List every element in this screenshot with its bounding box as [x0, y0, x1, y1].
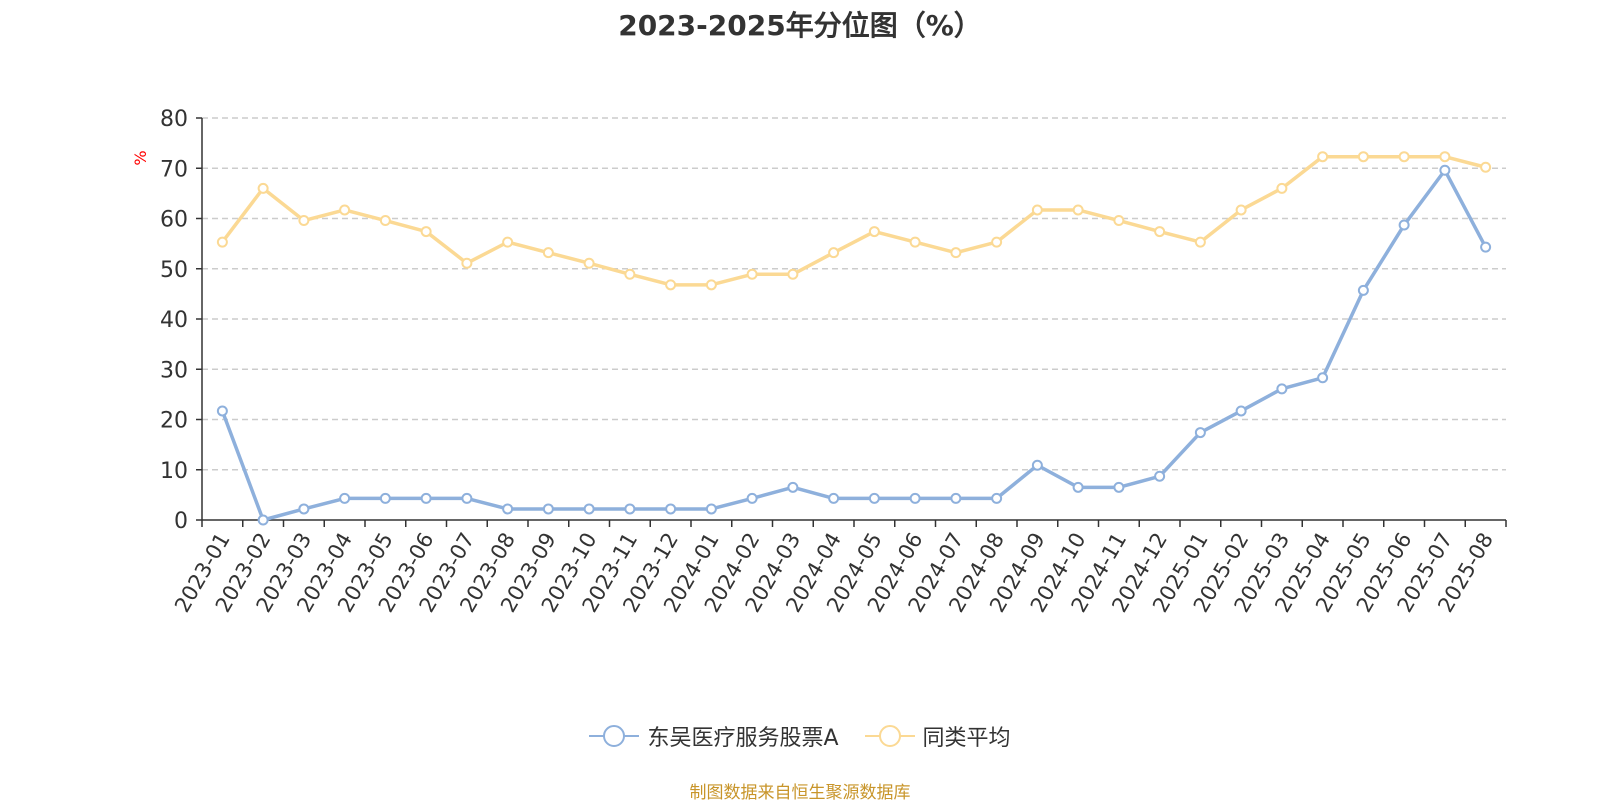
x-tick-labels: 2023-012023-022023-032023-042023-052023-… — [170, 529, 1498, 617]
data-point-a — [1072, 481, 1084, 493]
y-axis-label: % — [131, 150, 150, 165]
y-tick-label: 60 — [160, 208, 188, 233]
y-tick-label: 40 — [160, 308, 188, 333]
axes — [196, 117, 1507, 527]
data-point-a — [1398, 219, 1410, 231]
data-point-b — [542, 247, 554, 259]
data-point-b — [787, 268, 799, 280]
data-point-a — [1113, 481, 1125, 493]
data-point-b — [746, 268, 758, 280]
data-point-b — [461, 257, 473, 269]
data-point-b — [583, 257, 595, 269]
data-point-a — [379, 492, 391, 504]
y-tick-label: 50 — [160, 258, 188, 283]
data-point-a — [787, 481, 799, 493]
data-point-a — [583, 503, 595, 515]
series-points — [216, 151, 1492, 526]
legend-item-series-b[interactable]: 同类平均 — [864, 720, 1011, 752]
y-tick-label: 80 — [160, 107, 188, 132]
legend-line-circle-icon — [589, 725, 640, 747]
data-point-b — [1194, 236, 1206, 248]
data-point-b — [216, 236, 228, 248]
data-point-b — [1113, 215, 1125, 227]
data-point-b — [1235, 204, 1247, 216]
data-point-a — [746, 492, 758, 504]
data-point-b — [950, 247, 962, 259]
data-point-b — [1439, 151, 1451, 163]
data-point-b — [339, 204, 351, 216]
data-point-a — [1194, 427, 1206, 439]
data-point-b — [257, 182, 269, 194]
data-point-a — [502, 503, 514, 515]
data-point-b — [1480, 161, 1492, 173]
data-point-b — [379, 215, 391, 227]
data-point-b — [624, 268, 636, 280]
legend: 东吴医疗服务股票A 同类平均 — [0, 720, 1600, 752]
data-point-a — [828, 492, 840, 504]
data-point-a — [1031, 459, 1043, 471]
series-lines — [220, 154, 1488, 522]
data-point-a — [1276, 383, 1288, 395]
data-point-a — [1439, 164, 1451, 176]
series-line-b — [220, 154, 1487, 287]
data-point-a — [991, 492, 1003, 504]
data-point-a — [1317, 372, 1329, 384]
y-tick-label: 10 — [160, 459, 188, 484]
legend-circle — [603, 725, 626, 747]
data-point-a — [1235, 405, 1247, 417]
data-point-a — [420, 492, 432, 504]
data-point-b — [298, 215, 310, 227]
data-point-b — [1154, 226, 1166, 238]
data-point-a — [705, 503, 717, 515]
y-tick-label: 20 — [160, 409, 188, 434]
data-point-b — [502, 236, 514, 248]
data-point-a — [339, 492, 351, 504]
legend-item-series-a[interactable]: 东吴医疗服务股票A — [589, 720, 839, 752]
data-point-a — [1357, 284, 1369, 296]
data-point-b — [1317, 151, 1329, 163]
data-point-a — [1480, 241, 1492, 253]
y-tick-label: 30 — [160, 358, 188, 383]
data-point-a — [257, 514, 269, 526]
legend-line-circle-icon — [864, 725, 915, 747]
data-point-a — [868, 492, 880, 504]
source-note: 制图数据来自恒生聚源数据库 — [689, 783, 911, 803]
data-point-b — [705, 279, 717, 291]
y-tick-labels: 0 10 20 30 40 50 60 70 80% — [131, 107, 188, 534]
data-point-a — [909, 492, 921, 504]
grid-lines — [202, 117, 1506, 471]
data-point-a — [624, 503, 636, 515]
legend-label-series-b: 同类平均 — [922, 726, 1011, 751]
data-point-b — [1357, 151, 1369, 163]
data-point-a — [298, 503, 310, 515]
data-point-b — [665, 279, 677, 291]
data-point-b — [420, 226, 432, 238]
data-point-b — [991, 236, 1003, 248]
data-point-a — [950, 492, 962, 504]
data-point-b — [1031, 204, 1043, 216]
data-point-b — [868, 226, 880, 238]
y-tick-label: 70 — [160, 157, 188, 182]
y-tick-label: 0 — [174, 509, 188, 534]
data-point-b — [1398, 151, 1410, 163]
data-point-a — [542, 503, 554, 515]
data-point-a — [216, 405, 228, 417]
data-point-a — [461, 492, 473, 504]
legend-label-series-a: 东吴医疗服务股票A — [647, 726, 839, 751]
data-point-b — [1276, 182, 1288, 194]
series-line-a — [220, 168, 1488, 522]
data-point-a — [665, 503, 677, 515]
data-point-b — [909, 236, 921, 248]
data-point-b — [1072, 204, 1084, 216]
data-point-a — [1154, 470, 1166, 482]
chart-title: 2023-2025年分位图（%） — [618, 9, 982, 42]
data-point-b — [828, 247, 840, 259]
legend-circle — [878, 725, 901, 747]
